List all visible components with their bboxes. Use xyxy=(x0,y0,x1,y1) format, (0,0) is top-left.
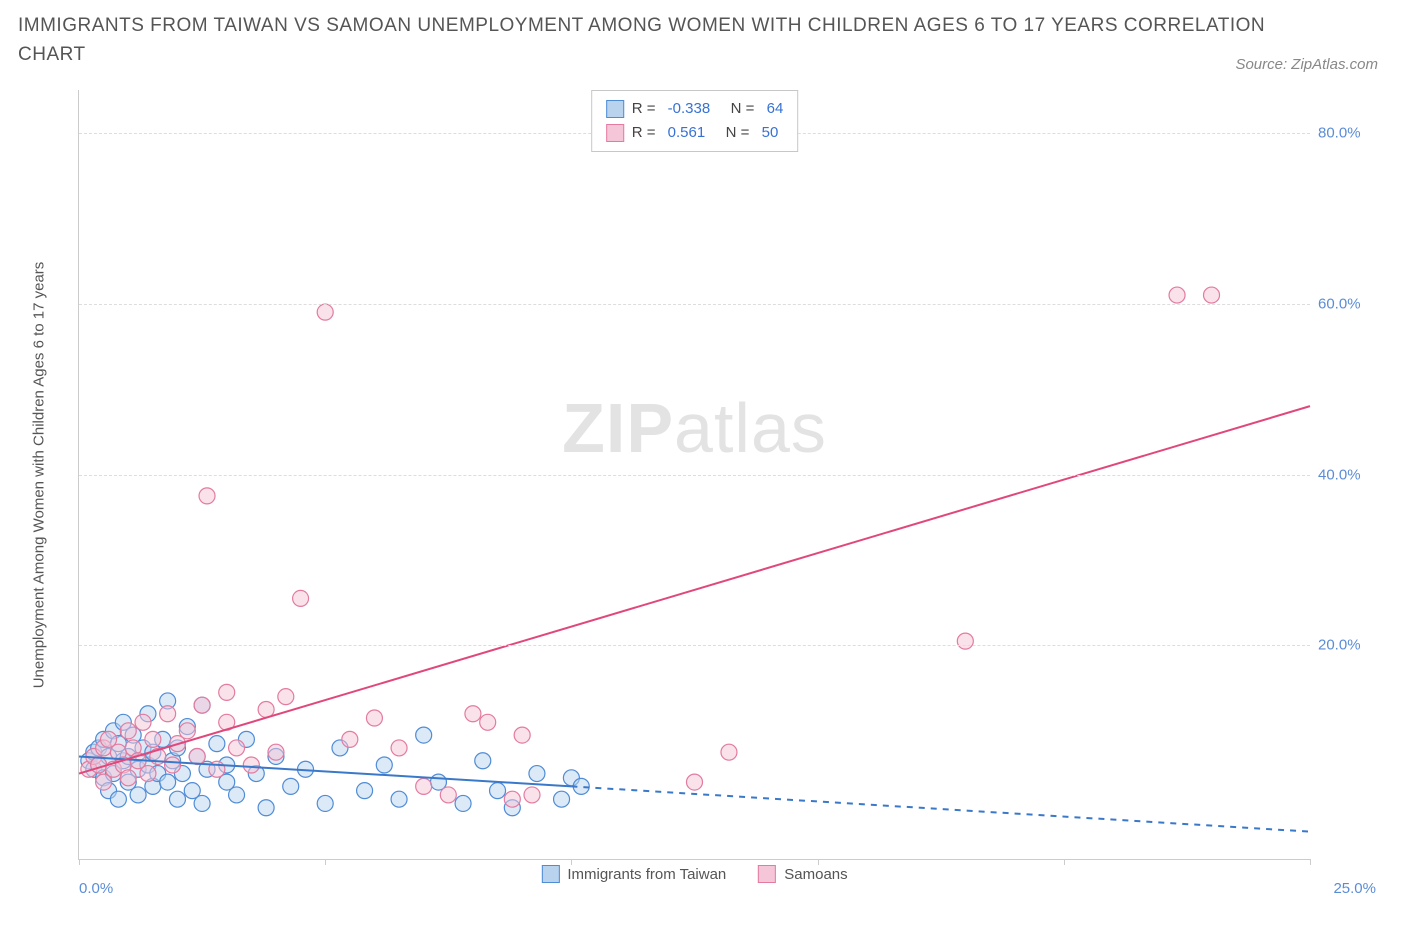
data-point xyxy=(317,795,333,811)
data-point xyxy=(957,633,973,649)
data-point xyxy=(514,727,530,743)
data-point xyxy=(268,744,284,760)
data-point xyxy=(416,778,432,794)
legend-n-label: N = xyxy=(718,97,758,121)
data-point xyxy=(1169,287,1185,303)
data-point xyxy=(219,684,235,700)
legend-n-value: 64 xyxy=(767,97,784,121)
chart-area: Unemployment Among Women with Children A… xyxy=(50,90,1384,882)
data-point xyxy=(376,757,392,773)
data-point xyxy=(480,714,496,730)
data-point xyxy=(440,787,456,803)
data-point xyxy=(145,731,161,747)
data-point xyxy=(229,787,245,803)
y-tick-label: 60.0% xyxy=(1318,295,1378,312)
data-point xyxy=(554,791,570,807)
y-tick-label: 20.0% xyxy=(1318,637,1378,654)
source-attribution: Source: ZipAtlas.com xyxy=(1235,56,1378,73)
data-point xyxy=(189,748,205,764)
x-tick xyxy=(1310,859,1311,865)
data-point xyxy=(687,774,703,790)
data-point xyxy=(209,736,225,752)
data-point xyxy=(130,787,146,803)
data-point xyxy=(391,740,407,756)
data-point xyxy=(229,740,245,756)
swatch-icon xyxy=(606,124,624,142)
swatch-icon xyxy=(606,100,624,118)
data-point xyxy=(283,778,299,794)
data-point xyxy=(293,590,309,606)
data-point xyxy=(179,723,195,739)
swatch-icon xyxy=(758,865,776,883)
legend-item: Immigrants from Taiwan xyxy=(541,865,726,883)
data-point xyxy=(524,787,540,803)
data-point xyxy=(475,753,491,769)
swatch-icon xyxy=(541,865,559,883)
data-point xyxy=(529,766,545,782)
data-point xyxy=(416,727,432,743)
data-point xyxy=(120,770,136,786)
data-point xyxy=(120,723,136,739)
y-tick-label: 80.0% xyxy=(1318,124,1378,141)
data-point xyxy=(721,744,737,760)
data-point xyxy=(160,774,176,790)
legend-n-label: N = xyxy=(713,121,753,145)
data-point xyxy=(490,783,506,799)
trend-line xyxy=(79,406,1310,773)
data-point xyxy=(317,304,333,320)
data-point xyxy=(194,697,210,713)
legend-r-value: -0.338 xyxy=(668,97,711,121)
chart-title: IMMIGRANTS FROM TAIWAN VS SAMOAN UNEMPLO… xyxy=(18,12,1286,69)
data-point xyxy=(278,689,294,705)
data-point xyxy=(357,783,373,799)
legend-r-label: R = xyxy=(632,97,660,121)
gridline xyxy=(79,645,1310,646)
x-tick xyxy=(1064,859,1065,865)
x-tick-label-min: 0.0% xyxy=(79,880,113,897)
legend-label: Immigrants from Taiwan xyxy=(567,866,726,883)
series-legend: Immigrants from Taiwan Samoans xyxy=(541,865,847,883)
data-point xyxy=(169,791,185,807)
legend-n-value: 50 xyxy=(762,121,779,145)
legend-r-value: 0.561 xyxy=(668,121,706,145)
data-point xyxy=(455,795,471,811)
gridline xyxy=(79,304,1310,305)
data-point xyxy=(160,706,176,722)
data-point xyxy=(258,800,274,816)
data-point xyxy=(140,766,156,782)
data-point xyxy=(110,791,126,807)
data-point xyxy=(342,731,358,747)
x-tick xyxy=(818,859,819,865)
legend-r-label: R = xyxy=(632,121,660,145)
y-axis-label: Unemployment Among Women with Children A… xyxy=(31,261,48,688)
y-tick-label: 40.0% xyxy=(1318,466,1378,483)
gridline xyxy=(79,475,1310,476)
trend-line xyxy=(571,786,1310,831)
data-point xyxy=(243,757,259,773)
data-point xyxy=(1204,287,1220,303)
plot-region: Unemployment Among Women with Children A… xyxy=(78,90,1310,860)
x-tick xyxy=(325,859,326,865)
data-point xyxy=(194,795,210,811)
data-point xyxy=(199,488,215,504)
x-tick xyxy=(571,859,572,865)
data-point xyxy=(391,791,407,807)
legend-label: Samoans xyxy=(784,866,847,883)
legend-row: R = -0.338 N = 64 xyxy=(606,97,784,121)
data-point xyxy=(165,757,181,773)
data-point xyxy=(366,710,382,726)
x-tick-label-max: 25.0% xyxy=(1333,880,1376,897)
legend-row: R = 0.561 N = 50 xyxy=(606,121,784,145)
data-point xyxy=(135,714,151,730)
data-point xyxy=(504,791,520,807)
data-point xyxy=(465,706,481,722)
x-tick xyxy=(79,859,80,865)
legend-item: Samoans xyxy=(758,865,847,883)
correlation-legend: R = -0.338 N = 64 R = 0.561 N = 50 xyxy=(591,90,799,152)
